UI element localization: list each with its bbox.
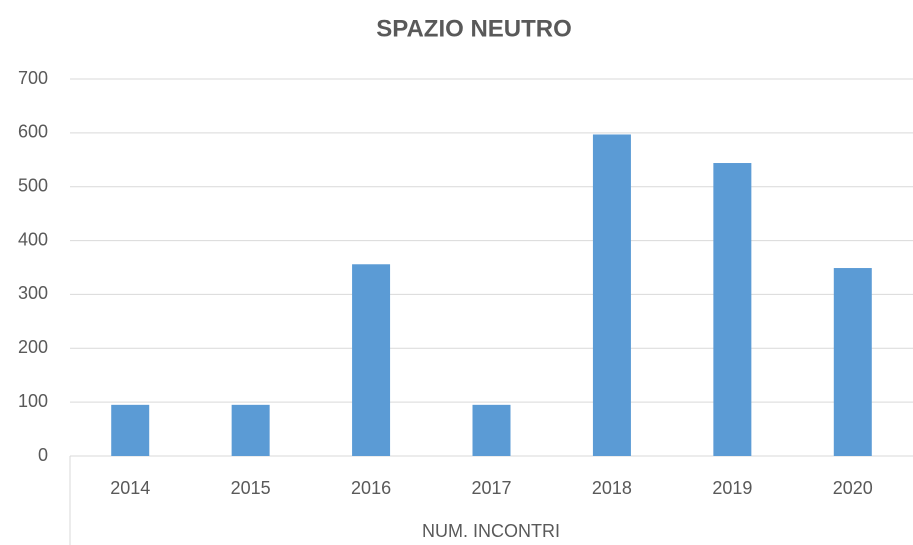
bar [472,404,511,456]
bar [231,404,270,456]
y-tick-label: 500 [18,175,48,195]
x-tick-label: 2015 [231,478,271,498]
bar [713,163,752,456]
y-tick-label: 0 [38,445,48,465]
bar [833,268,872,456]
y-tick-label: 400 [18,229,48,249]
x-tick-label: 2019 [712,478,752,498]
bar [111,404,150,456]
y-tick-label: 300 [18,283,48,303]
x-tick-label: 2020 [833,478,873,498]
x-tick-label: 2018 [592,478,632,498]
x-axis-label: NUM. INCONTRI [422,521,560,541]
y-tick-label: 700 [18,68,48,88]
chart-title: SPAZIO NEUTRO [376,15,572,42]
y-tick-label: 600 [18,122,48,142]
x-tick-label: 2017 [471,478,511,498]
y-tick-label: 100 [18,391,48,411]
bar [352,264,391,456]
x-tick-label: 2016 [351,478,391,498]
x-tick-label: 2014 [110,478,150,498]
y-tick-label: 200 [18,337,48,357]
bar [592,134,631,457]
